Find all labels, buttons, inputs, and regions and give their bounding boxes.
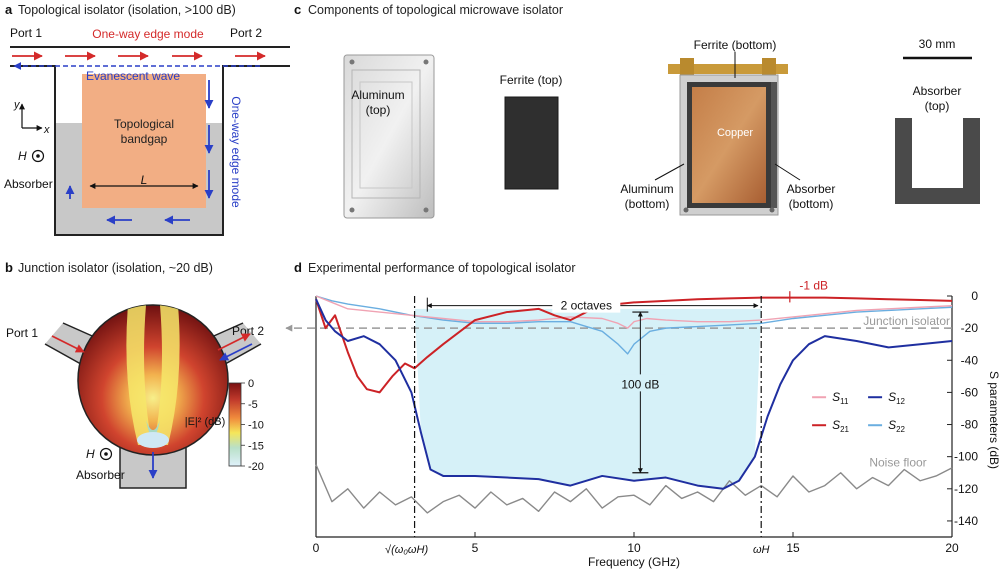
chart-ylabel: S parameters (dB) [987,371,1000,469]
panel-b-letter: b [5,260,13,275]
bottom-assembly-photo [668,58,788,216]
axis-indicator [19,103,43,131]
port1-label: Port 1 [10,26,42,40]
series-line-s11 [315,295,953,329]
series-line-s12 [315,298,953,490]
chart-xlabel: Frequency (GHz) [588,555,680,569]
y-tick-label: -140 [954,514,978,528]
ferrite-bottom-label: Ferrite (bottom) [694,38,777,52]
y-tick-label: -80 [961,418,979,432]
ferrite-top-photo [504,96,559,190]
b-h-label: H [86,447,95,461]
aluminum-bottom-leader [654,163,685,181]
isolation-label: 100 dB [621,377,659,391]
a-field-dot-icon [31,149,45,163]
b-absorber-label: Absorber [76,468,125,482]
absorber-bottom-label-1: Absorber [787,182,836,196]
octaves-label-bg [552,296,621,313]
evanescent-label: Evanescent wave [86,69,180,83]
octaves-label: 2 octaves [561,299,612,313]
x-tick-label: 5 [472,541,479,555]
axis-x-label: x [43,124,50,136]
y-tick-label: -60 [961,385,979,399]
legend-label-s21: S21 [832,418,849,434]
aluminum-top-label-2: (top) [366,103,391,117]
legend-label-s11: S11 [832,390,849,406]
colorbar-tick-label: -20 [248,461,264,473]
panel-d-letter: d [294,260,302,275]
a-absorber-label: Absorber [4,177,53,191]
x-tick-label: 20 [945,541,959,555]
minus-1db-label: -1 dB [799,279,828,293]
frequency-marker-label: √(ω₀ωH) [385,544,428,556]
aluminum-top-photo [343,54,435,219]
copper-label: Copper [717,127,753,139]
side-edge-arrows [65,80,214,225]
aluminum-bottom-label-2: (bottom) [625,197,670,211]
panel-a: a Topological isolator (isolation, >100 … [4,2,290,236]
aluminum-top-label-1: Aluminum [351,88,404,102]
panel-a-title: Topological isolator (isolation, >100 dB… [18,3,236,17]
panel-c: c Components of topological microwave is… [294,2,980,219]
b-port2-arrow-out [217,333,251,351]
bandgap-label-1: Topological [114,117,174,131]
one-way-edge-mode-side-label: One-way edge mode [229,96,243,208]
absorber-top-label-1: Absorber [913,84,962,98]
b-field-beams [126,305,180,448]
absorber-top-photo [895,118,980,204]
b-port1-arrow [51,335,85,353]
panel-b-title: Junction isolator (isolation, ~20 dB) [18,261,213,275]
colorbar-tick-label: -5 [248,399,258,411]
b-port2-arrow-in [219,343,253,361]
panel-a-letter: a [5,2,13,17]
panel-c-letter: c [294,2,301,17]
frequency-marker-label: ωH [753,544,770,556]
panel-c-title: Components of topological microwave isol… [308,3,563,17]
isolation-band-shading [414,308,762,489]
colorbar-label: |E|² (dB) [185,416,226,428]
x-tick-label: 0 [313,541,320,555]
aluminum-bottom-label-1: Aluminum [620,182,673,196]
s-parameter-chart: 0 5 10 15 20 0 -20 -40 -60 -80 -100 -120 -140 Junctio… [285,279,979,556]
panel-b: b Junction isolator (isolation, ~20 dB) … [5,260,264,489]
colorbar-tick-label: -10 [248,420,264,432]
colorbar-tick-label: -15 [248,440,264,452]
length-label: L [141,173,148,187]
b-port2-label: Port 2 [232,324,264,338]
y-tick-label: -120 [954,482,978,496]
series-line-noise-floor [315,464,953,514]
legend-label-s22: S22 [888,418,905,434]
y-tick-label: 0 [971,289,978,303]
series-line-s21 [315,296,953,394]
ferrite-top-label: Ferrite (top) [500,73,563,87]
legend-label-s12: S12 [888,390,905,406]
absorber-bottom-leader [774,163,801,181]
colorbar-ticks: 0 -5 -10 -15 -20 [241,378,264,473]
isolation-label-bg [614,374,667,392]
port2-label: Port 2 [230,26,262,40]
colorbar [228,382,242,467]
scale-bar-label: 30 mm [919,37,956,51]
absorber-bottom-label-2: (bottom) [789,197,834,211]
y-tick-label: -40 [961,353,979,367]
panel-d-title: Experimental performance of topological … [308,261,576,275]
y-tick-label: -100 [954,450,978,464]
b-port1-label: Port 1 [6,326,38,340]
junction-isolator-label: Junction isolator [863,314,950,328]
colorbar-tick-label: 0 [248,378,254,390]
one-way-edge-mode-top-label: One-way edge mode [92,27,204,41]
y-tick-label: -20 [961,321,979,335]
x-tick-label: 10 [627,541,641,555]
x-tick-label: 15 [786,541,800,555]
noise-floor-label: Noise floor [869,455,926,469]
panel-d: d Experimental performance of topologica… [285,260,1000,569]
bandgap-label-2: bandgap [121,132,168,146]
b-field-dot-icon [99,447,113,461]
absorber-top-label-2: (top) [925,99,950,113]
axis-y-label: y [13,99,21,111]
a-h-label: H [18,149,27,163]
